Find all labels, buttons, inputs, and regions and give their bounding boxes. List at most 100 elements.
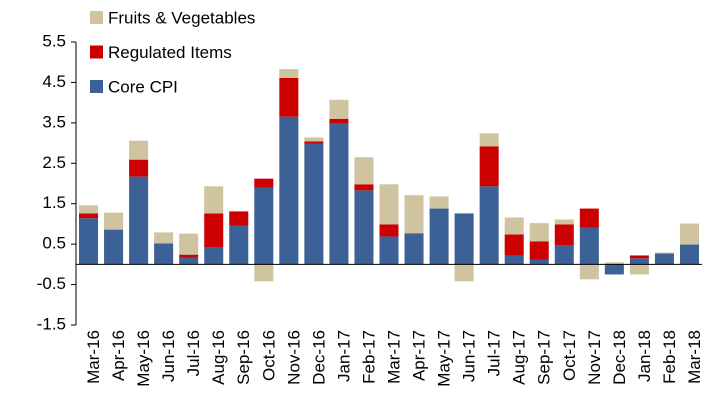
bar-segment <box>279 69 299 78</box>
bar-segment <box>79 205 99 214</box>
bar-segment <box>179 257 199 265</box>
x-tick-label: Jan-18 <box>635 330 654 382</box>
bar-segment <box>554 224 574 246</box>
y-tick-label: 1.5 <box>42 193 66 212</box>
x-tick-label: Apr-17 <box>410 330 429 381</box>
bar-segment <box>529 259 549 265</box>
legend-swatch <box>90 11 103 24</box>
x-tick-label: Sep-16 <box>234 330 253 385</box>
bar-segment <box>304 141 324 144</box>
bar-segment <box>504 217 524 235</box>
bar-segment <box>229 225 249 265</box>
y-tick-label: -0.5 <box>37 274 66 293</box>
x-tick-label: Jul-17 <box>485 330 504 376</box>
bar-segment <box>379 224 399 237</box>
x-tick-label: Oct-17 <box>560 330 579 381</box>
legend-label: Regulated Items <box>108 43 232 62</box>
x-tick-label: May-16 <box>134 330 153 387</box>
bar-segment <box>354 190 374 265</box>
legend-label: Core CPI <box>108 77 178 96</box>
bar-segment <box>104 229 124 265</box>
bar-segment <box>679 223 699 245</box>
x-tick-label: Mar-17 <box>384 330 403 384</box>
x-tick-label: May-17 <box>435 330 454 387</box>
bar-segment <box>204 213 224 248</box>
bar-segment <box>329 123 349 265</box>
bar-segment <box>154 232 174 244</box>
x-tick-label: Aug-17 <box>510 330 529 385</box>
bar-segment <box>254 187 274 265</box>
bar-segment <box>454 213 474 265</box>
bar-segment <box>454 264 474 282</box>
x-tick-label: Dec-16 <box>309 330 328 385</box>
bar-segment <box>429 208 449 265</box>
bar-segment <box>354 157 374 185</box>
x-tick-label: Jun-16 <box>159 330 178 382</box>
x-tick-label: Feb-18 <box>660 330 679 384</box>
bar-segment <box>304 143 324 265</box>
bar-segment <box>254 264 274 282</box>
bar-segment <box>304 137 324 142</box>
x-tick-label: Nov-17 <box>585 330 604 385</box>
x-tick-label: Mar-18 <box>685 330 704 384</box>
x-tick-label: Nov-16 <box>284 330 303 385</box>
bar-segment <box>529 223 549 242</box>
x-tick-label: Dec-18 <box>610 330 629 385</box>
x-tick-label: Jun-17 <box>460 330 479 382</box>
bar-segment <box>329 118 349 124</box>
x-tick-label: Jan-17 <box>334 330 353 382</box>
bar-segment <box>104 212 124 230</box>
bar-segment <box>654 253 674 265</box>
bar-segment <box>504 255 524 265</box>
bar-segment <box>654 252 674 254</box>
bar-segment <box>204 186 224 214</box>
legend-swatch <box>90 80 103 93</box>
bar-segment <box>129 140 149 160</box>
bar-segment <box>379 184 399 225</box>
bar-segment <box>279 116 299 265</box>
bar-segment <box>529 241 549 260</box>
x-tick-label: Feb-17 <box>359 330 378 384</box>
x-tick-label: Aug-16 <box>209 330 228 385</box>
bar-segment <box>579 264 599 280</box>
legend-label: Fruits & Vegetables <box>108 8 255 27</box>
bar-segment <box>329 99 349 119</box>
bar-segment <box>604 264 624 275</box>
bar-segment <box>604 262 624 265</box>
bar-segment <box>629 255 649 259</box>
bar-segment <box>254 178 274 188</box>
bar-segment <box>479 186 499 265</box>
bar-segment <box>129 176 149 265</box>
bar-segment <box>629 258 649 265</box>
bar-segment <box>204 247 224 265</box>
x-tick-label: Mar-16 <box>84 330 103 384</box>
bar-segment <box>154 243 174 265</box>
y-tick-label: 5.5 <box>42 31 66 50</box>
x-tick-label: Jul-16 <box>184 330 203 376</box>
y-tick-label: 0.5 <box>42 234 66 253</box>
bar-segment <box>554 219 574 225</box>
x-tick-label: Apr-16 <box>109 330 128 381</box>
bar-segment <box>504 234 524 256</box>
bar-segment <box>79 218 99 265</box>
bar-segment <box>679 244 699 265</box>
bar-segment <box>404 195 424 234</box>
bar-segment <box>79 213 99 219</box>
bar-segment <box>404 233 424 265</box>
y-tick-label: -1.5 <box>37 314 66 333</box>
bar-segment <box>429 196 449 209</box>
y-tick-label: 3.5 <box>42 112 66 131</box>
bar-segment <box>629 264 649 275</box>
bar-segment <box>179 254 199 258</box>
legend-swatch <box>90 45 103 59</box>
bar-segment <box>479 146 499 187</box>
bar-segment <box>354 184 374 191</box>
bar-segment <box>279 77 299 117</box>
bar-segment <box>579 227 599 265</box>
y-tick-label: 4.5 <box>42 72 66 91</box>
bar-segment <box>479 133 499 147</box>
bar-segment <box>229 211 249 226</box>
x-tick-label: Sep-17 <box>535 330 554 385</box>
bar-segment <box>579 208 599 228</box>
